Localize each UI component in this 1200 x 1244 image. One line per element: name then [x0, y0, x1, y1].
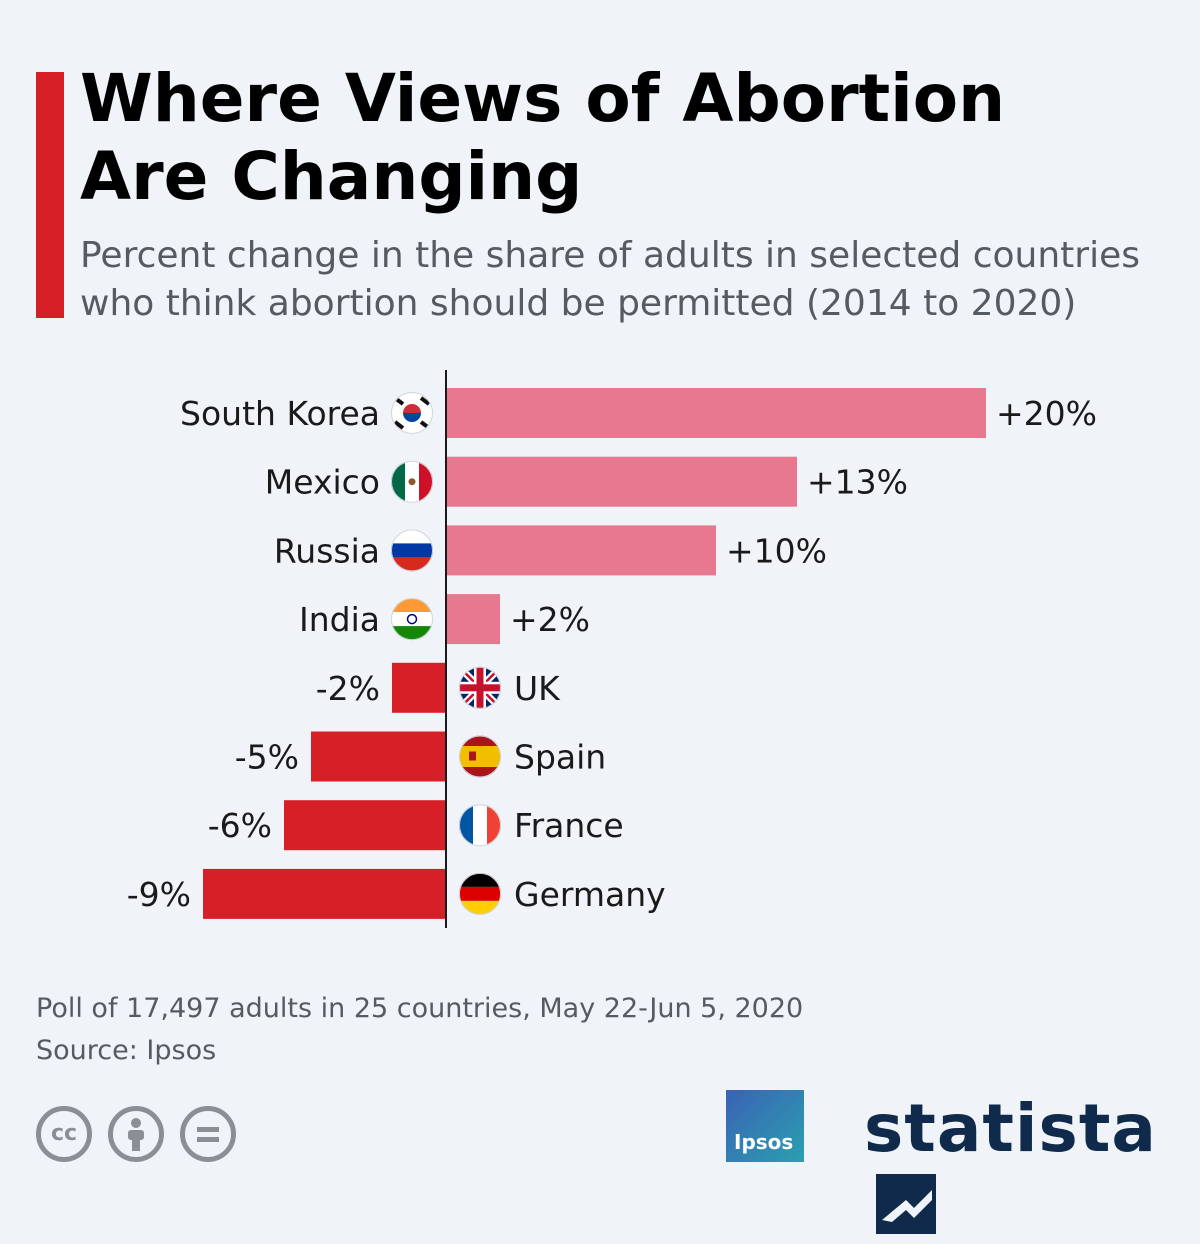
- category-label-india: India: [299, 600, 380, 639]
- footnote-source: Source: Ipsos: [36, 1035, 217, 1066]
- bar-mexico: [446, 456, 797, 507]
- value-label-france: -6%: [208, 806, 272, 845]
- chart-title-line-2: Are Changing: [80, 138, 583, 215]
- category-label-mexico: Mexico: [265, 463, 380, 502]
- flag-france-icon: [459, 804, 501, 847]
- attribution-icon: [108, 1106, 164, 1162]
- category-label-spain: Spain: [514, 738, 606, 777]
- flag-spain-icon: [459, 735, 501, 778]
- footnote: Poll of 17,497 adults in 25 countries, M…: [36, 988, 803, 1072]
- bar-france: [284, 800, 446, 851]
- bar-chart: +20% South Korea +13% Mexico +10% Russia +2% In…: [127, 370, 1097, 928]
- bar-uk: [392, 662, 446, 713]
- value-label-germany: -9%: [127, 875, 191, 914]
- footnote-poll-info: Poll of 17,497 adults in 25 countries, M…: [36, 993, 804, 1024]
- bar-south-korea: [446, 388, 986, 438]
- value-label-india: +2%: [510, 600, 590, 639]
- value-label-spain: -5%: [235, 738, 299, 777]
- value-label-uk: -2%: [316, 669, 380, 708]
- category-label-france: France: [514, 806, 624, 845]
- flag-mexico-icon: [391, 460, 433, 503]
- category-label-uk: UK: [514, 669, 561, 708]
- statista-logo-text: statista: [864, 1090, 1157, 1167]
- category-label-russia: Russia: [274, 531, 380, 570]
- value-label-russia: +10%: [726, 531, 827, 570]
- statista-logo: statista: [864, 1090, 1200, 1244]
- flag-uk-icon: [459, 666, 501, 709]
- bar-spain: [311, 731, 446, 782]
- chart-subtitle-line-2: who think abortion should be permitted (…: [80, 283, 1077, 324]
- cc-icon: cc: [36, 1106, 92, 1162]
- flag-india-icon: [391, 598, 433, 641]
- chart-title: Where Views of Abortion Are Changing: [80, 60, 1160, 216]
- category-label-germany: Germany: [514, 875, 666, 914]
- ipsos-logo: Ipsos: [726, 1090, 804, 1162]
- statista-logo-icon: [876, 1174, 936, 1234]
- title-accent-bar: [36, 72, 64, 318]
- chart-subtitle: Percent change in the share of adults in…: [80, 232, 1180, 328]
- chart-subtitle-line-1: Percent change in the share of adults in…: [80, 235, 1140, 276]
- flag-south-korea-icon: [391, 392, 433, 434]
- value-label-south-korea: +20%: [996, 394, 1097, 433]
- flag-germany-icon: [459, 872, 501, 915]
- no-derivatives-icon: [180, 1106, 236, 1162]
- flag-russia-icon: [391, 529, 433, 572]
- category-label-south-korea: South Korea: [180, 394, 380, 433]
- bar-india: [446, 594, 500, 645]
- bar-germany: [203, 868, 446, 919]
- bar-russia: [446, 525, 716, 576]
- chart-title-line-1: Where Views of Abortion: [80, 60, 1006, 137]
- value-label-mexico: +13%: [807, 463, 908, 502]
- ipsos-logo-text: Ipsos: [734, 1130, 794, 1154]
